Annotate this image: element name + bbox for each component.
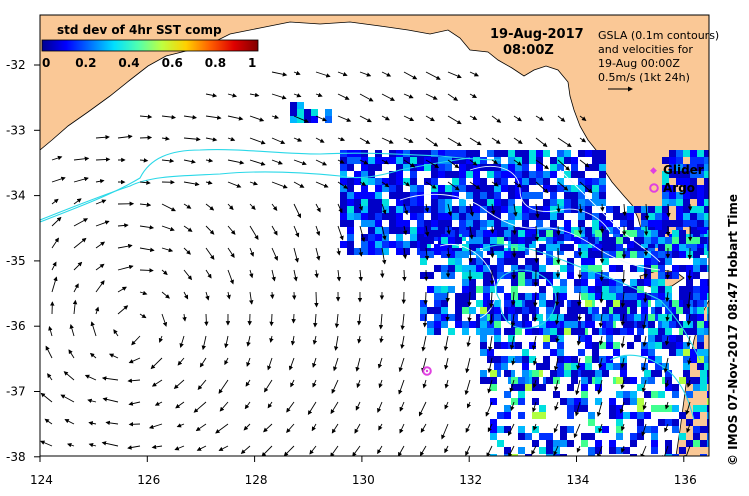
latitude-axis: -32 -33 -34 -35 -36 -37 -38 [6,58,40,464]
lat-tick-label: -34 [6,189,26,203]
lat-tick-label: -37 [6,385,26,399]
lat-tick-label: -35 [6,254,26,268]
gsla-note-line-1: GSLA (0.1m contours) [598,29,719,42]
gsla-note-line-4: 0.5m/s (1kt 24h) [598,71,690,84]
legend-argo-label: Argo [663,181,695,195]
lat-tick-label: -38 [6,450,26,464]
lat-tick-label: -33 [6,123,26,137]
velocity-arrows [40,70,693,456]
lon-tick-label: 136 [674,473,697,487]
lon-tick-label: 132 [459,473,482,487]
date-label: 19-Aug-2017 [490,27,584,42]
lon-tick-label: 130 [352,473,375,487]
time-label: 08:00Z [503,43,554,58]
lon-tick-label: 134 [567,473,590,487]
lon-tick-label: 124 [30,473,53,487]
argo-float-marker [422,366,432,376]
lat-tick-label: -32 [6,58,26,72]
colorbar-tick-label: 0.4 [118,56,139,70]
gsla-note: GSLA (0.1m contours) and velocities for … [598,29,719,92]
colorbar-gradient [41,39,259,52]
gsla-contours-white [399,165,661,319]
legend-glider-label: Glider [663,163,704,177]
colorbar-ticks: 0 0.2 0.4 0.6 0.8 1 [42,56,256,70]
colorbar: std dev of 4hr SST comp 0 0.2 0.4 0.6 0.8 1 [41,23,259,70]
colorbar-tick-label: 1 [248,56,256,70]
colorbar-tick-label: 0 [42,56,50,70]
imos-credit: © IMOS 07-Nov-2017 08:47 Hobart Time [726,194,740,466]
map-frame [39,14,710,457]
argo-circle-icon [649,183,659,193]
lat-tick-label: -36 [6,319,26,333]
sst-data-layer [290,102,709,456]
lon-tick-label: 126 [137,473,160,487]
lon-tick-label: 128 [245,473,268,487]
colorbar-tick-label: 0.6 [162,56,183,70]
colorbar-tick-label: 0.8 [205,56,226,70]
glider-diamond-icon: ◆ [650,166,657,176]
colorbar-tick-label: 0.2 [75,56,96,70]
longitude-axis: 124 126 128 130 132 134 136 [30,456,697,487]
gsla-note-line-3: 19-Aug 00:00Z [598,57,680,70]
platform-legend: ◆ Glider Argo [649,163,704,195]
gsla-note-line-2: and velocities for [598,43,693,56]
colorbar-title: std dev of 4hr SST comp [57,23,222,37]
